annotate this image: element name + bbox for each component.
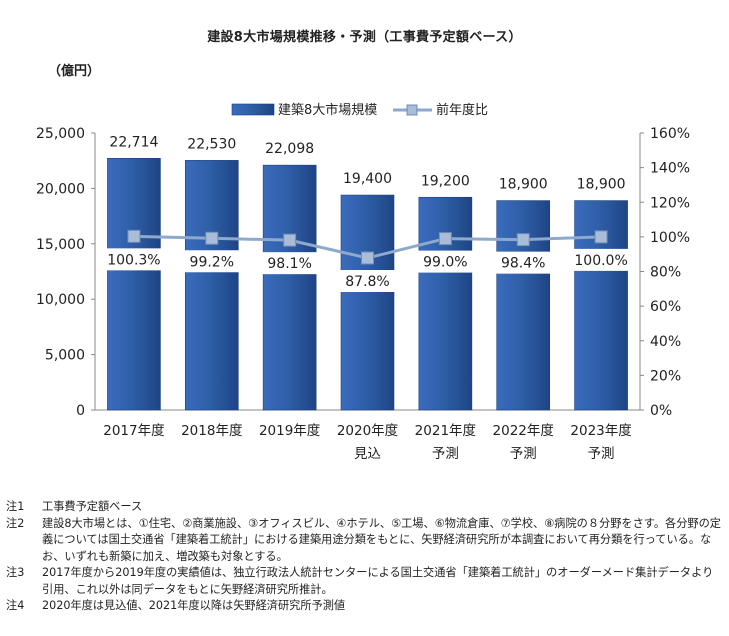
ratio-label-box	[180, 250, 243, 273]
bar-value-label: 19,400	[343, 171, 392, 187]
footnote: 注4 2020年度は見込値、2021年度以降は矢野経済研究所予測値	[6, 598, 721, 615]
y-axis-unit-label: （億円）	[48, 64, 101, 79]
y-tick-label-left: 25,000	[36, 126, 85, 142]
ratio-label: 99.2%	[190, 254, 234, 270]
ratio-label-box	[102, 248, 165, 271]
y-tick-label-right: 120%	[650, 195, 690, 211]
bar-value-label: 22,098	[265, 141, 314, 157]
footnote-text: 工事費予定額ベース	[42, 500, 143, 513]
x-tick-label: 2020年度	[337, 423, 398, 439]
ratio-label: 98.4%	[501, 256, 545, 272]
ratio-label: 100.0%	[574, 253, 627, 269]
footnote-label: 注3	[6, 566, 25, 579]
ratio-label: 99.0%	[423, 255, 467, 271]
x-tick-sublabel: 予測	[432, 446, 459, 462]
ratio-label-box	[336, 269, 399, 292]
y-tick-label-right: 40%	[650, 334, 681, 350]
ratio-label-box	[492, 251, 555, 274]
y-tick-label-right: 100%	[650, 230, 690, 246]
footnote: 注3 2017年度から2019年度の実績値は、独立行政法人統計センターによる国土…	[6, 565, 721, 598]
bar	[262, 164, 317, 411]
footnotes: 注1 工事費予定額ベース 注2 建設8大市場とは、①住宅、②商業施設、③オフィス…	[6, 499, 721, 615]
footnote-label: 注4	[6, 599, 25, 612]
legend-bar-label: 建築8大市場規模	[278, 102, 377, 118]
bar-value-label: 18,900	[499, 177, 548, 193]
bar-value-label: 22,530	[187, 136, 236, 152]
y-tick-label-right: 0%	[650, 403, 672, 419]
x-tick-sublabel: 予測	[588, 446, 615, 462]
x-tick-sublabel: 予測	[510, 446, 537, 462]
y-tick-label-right: 160%	[650, 126, 690, 142]
ratio-label-box	[414, 250, 477, 273]
footnote-label: 注1	[6, 500, 25, 513]
x-tick-label: 2019年度	[259, 423, 320, 439]
legend-bar-swatch	[231, 103, 275, 116]
x-tick-label: 2017年度	[103, 423, 164, 439]
x-tick-sublabel: 見込	[354, 446, 381, 462]
footnote-label: 注2	[6, 516, 25, 530]
y-tick-label-right: 20%	[650, 368, 681, 384]
x-tick-label: 2021年度	[415, 423, 476, 439]
ratio-marker	[361, 251, 374, 265]
legend-line-marker	[406, 104, 418, 116]
y-tick-label-left: 0	[76, 403, 85, 419]
ratio-label-box	[258, 252, 321, 275]
bar	[184, 160, 239, 411]
y-tick-label-right: 80%	[650, 265, 681, 281]
y-tick-label-left: 20,000	[36, 181, 85, 197]
chart-title: 建設8大市場規模推移・予測（工事費予定額ベース）	[207, 30, 522, 45]
ratio-label-box	[570, 248, 633, 271]
bar-value-label: 19,200	[421, 173, 470, 189]
x-tick-label: 2018年度	[181, 423, 242, 439]
x-tick-label: 2023年度	[570, 423, 631, 439]
x-tick-label: 2022年度	[493, 423, 554, 439]
y-tick-label-right: 140%	[650, 161, 690, 177]
ratio-marker	[438, 232, 452, 246]
footnote: 注2 建設8大市場とは、①住宅、②商業施設、③オフィスビル、④ホテル、⑤工場、⑥…	[6, 516, 721, 566]
ratio-label: 87.8%	[345, 274, 389, 290]
bar-value-label: 18,900	[577, 177, 626, 193]
ratio-marker	[127, 229, 141, 243]
ratio-marker	[205, 231, 219, 245]
bar	[418, 196, 473, 411]
legend-line-label: 前年度比	[436, 102, 488, 118]
footnote-text: 2017年度から2019年度の実績値は、独立行政法人統計センターによる国土交通省…	[42, 566, 714, 596]
bar	[340, 194, 395, 411]
footnote-text: 建設8大市場とは、①住宅、②商業施設、③オフィスビル、④ホテル、⑤工場、⑥物流倉…	[42, 516, 721, 563]
footnote-text: 2020年度は見込値、2021年度以降は矢野経済研究所予測値	[42, 599, 346, 612]
bar	[107, 158, 161, 411]
ratio-label: 100.3%	[107, 252, 160, 268]
market-size-chart: 0 5,000 10,000 15,000 20,000 25,000 0% 20% 40% 60…	[36, 102, 690, 462]
y-tick-label-left: 10,000	[36, 292, 85, 308]
y-tick-label-left: 5,000	[45, 348, 85, 364]
ratio-marker	[594, 230, 608, 244]
footnote: 注1 工事費予定額ベース	[6, 499, 721, 516]
y-tick-label-right: 60%	[650, 299, 681, 315]
ratio-marker	[283, 233, 297, 247]
bar	[496, 200, 551, 411]
ratio-marker	[516, 233, 530, 247]
ratio-label: 98.1%	[267, 256, 311, 272]
y-tick-label-left: 15,000	[36, 237, 85, 253]
bar-value-label: 22,714	[109, 134, 158, 150]
